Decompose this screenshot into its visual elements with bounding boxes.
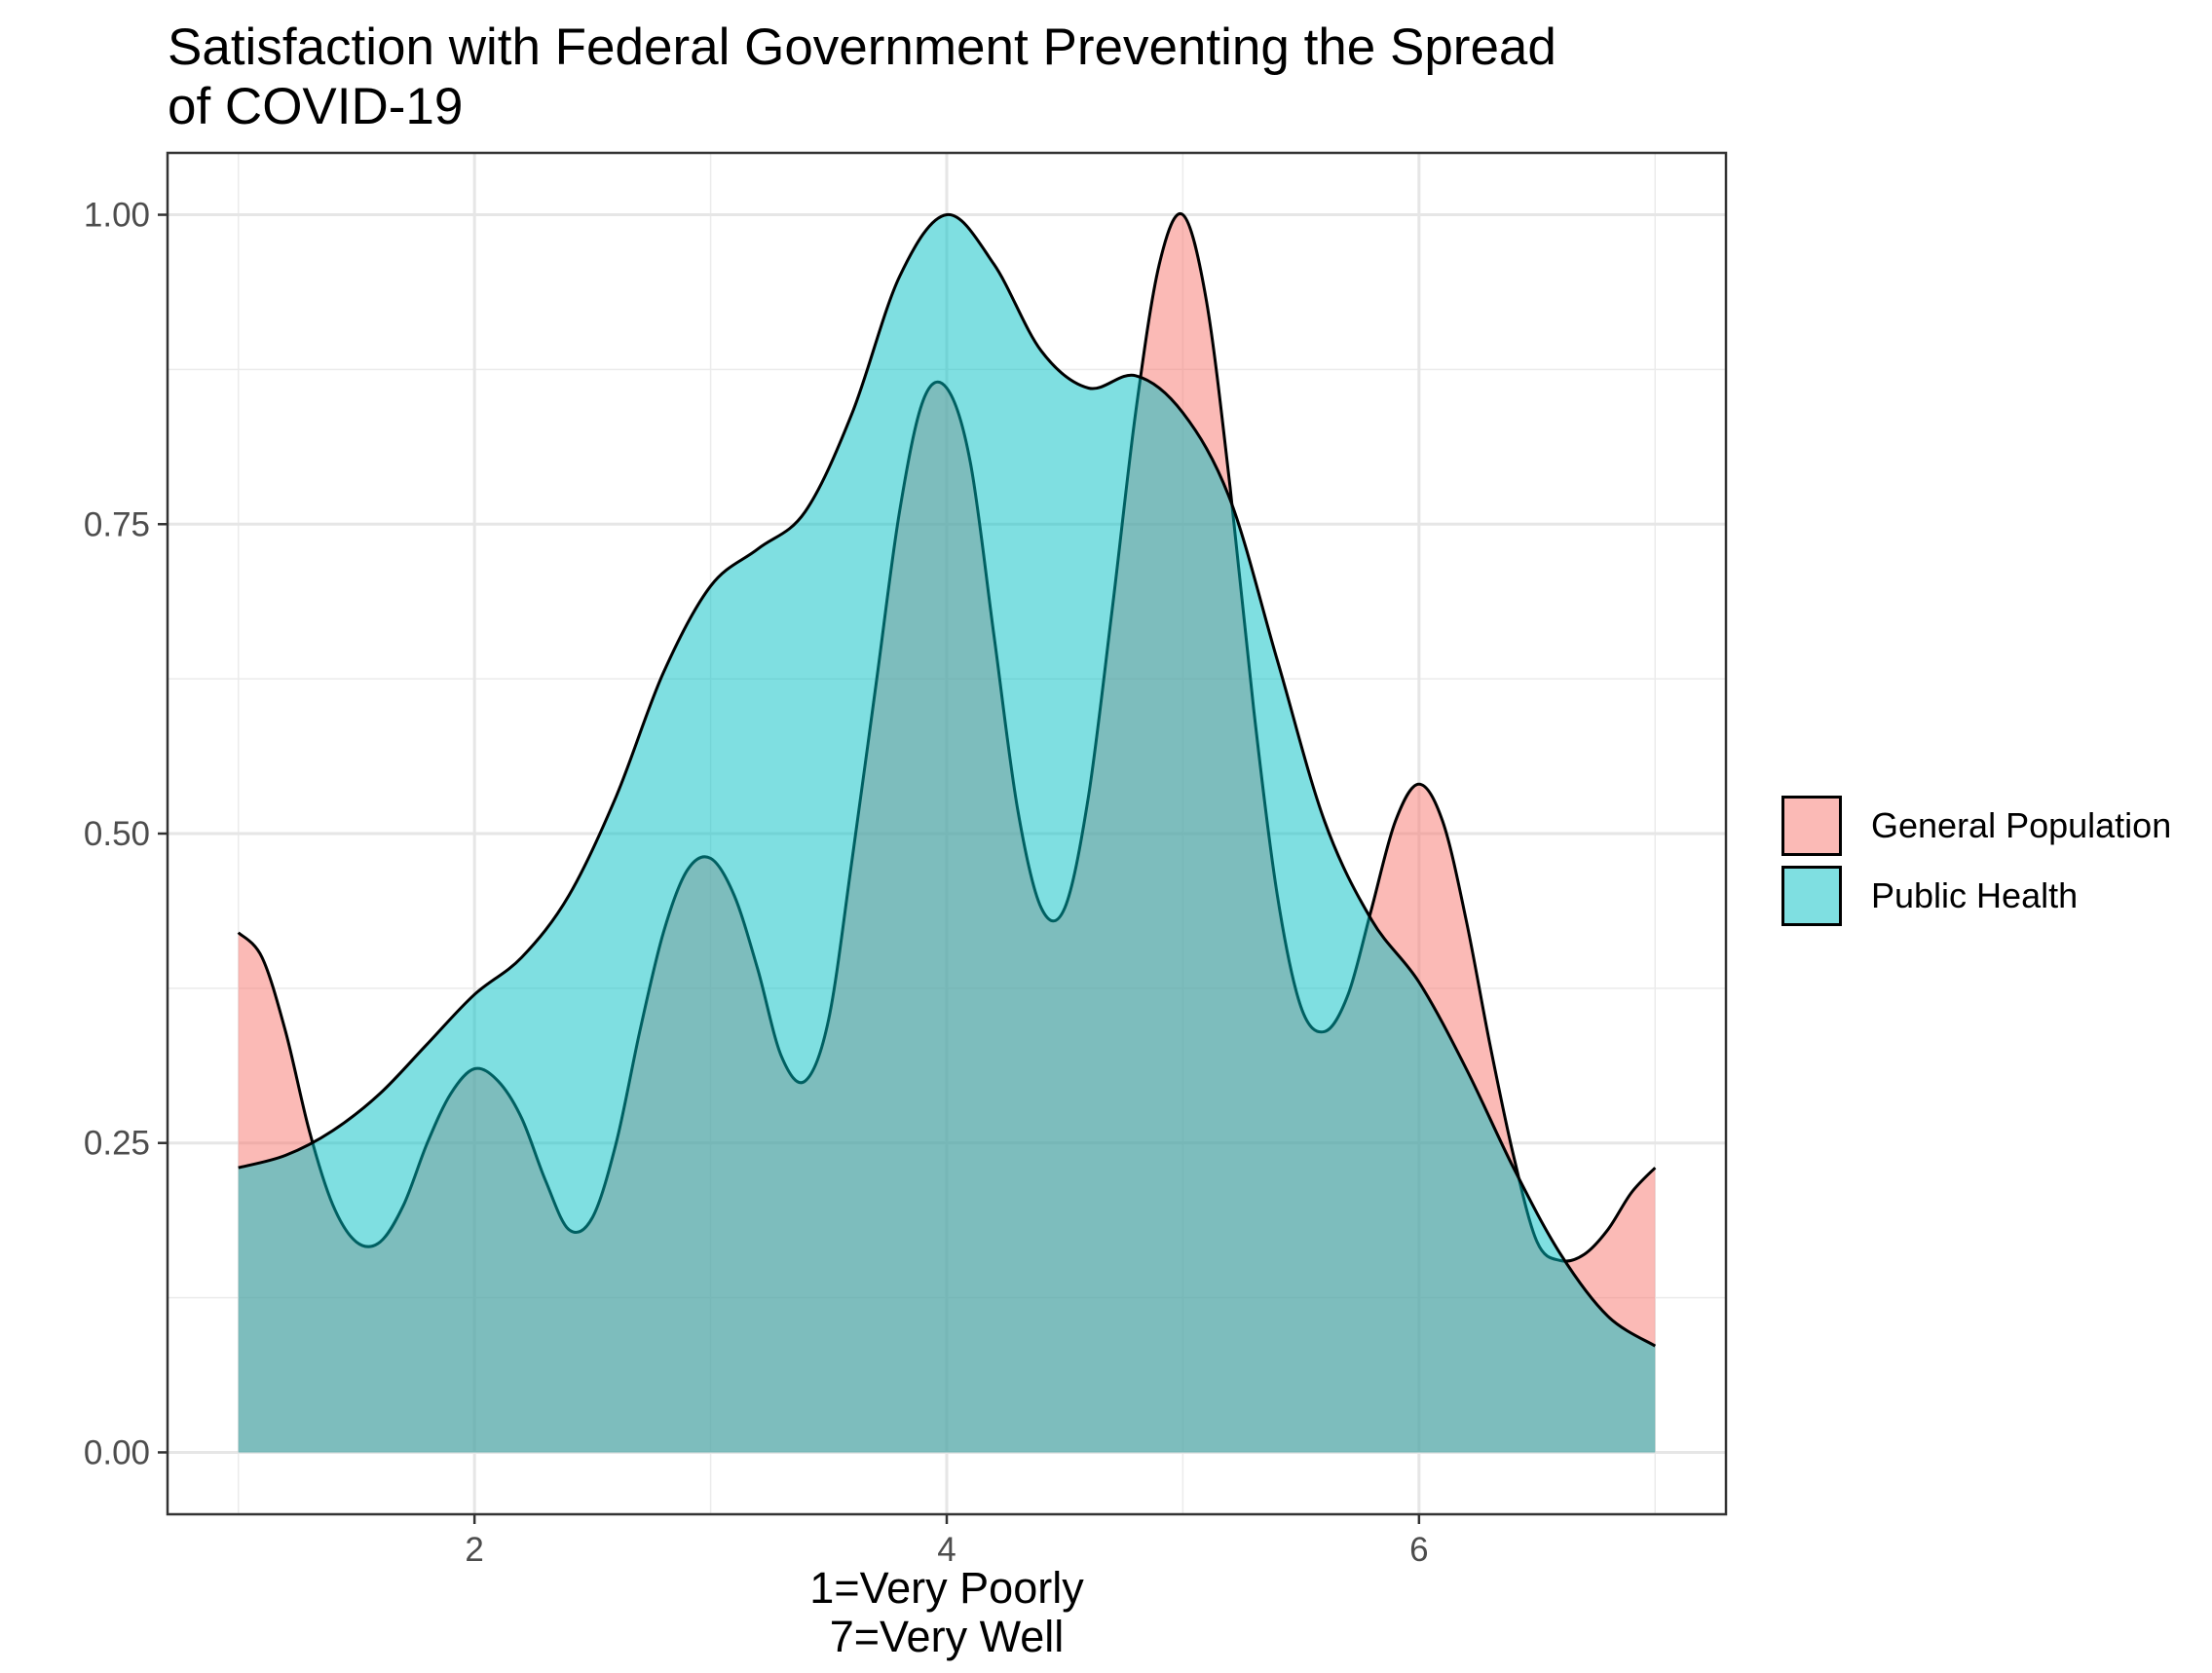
legend: General Population Public Health (1781, 791, 2171, 931)
x-tick-label: 4 (937, 1531, 956, 1569)
chart-title-line-1: Satisfaction with Federal Government Pre… (168, 19, 1556, 76)
y-tick-label: 1.00 (84, 197, 150, 235)
y-tick-label: 0.50 (84, 815, 150, 853)
legend-key-public-health (1781, 866, 1842, 926)
y-tick-label: 0.75 (84, 505, 150, 543)
legend-label-general-population: General Population (1871, 805, 2172, 845)
x-tick-label: 6 (1409, 1531, 1428, 1569)
line-public-health (238, 212, 1657, 1348)
y-tick-label: 0.25 (84, 1125, 150, 1163)
x-axis-label-line-1: 1=Very Poorly (809, 1563, 1084, 1613)
x-tick-label: 2 (465, 1531, 483, 1569)
legend-label-public-health: Public Health (1871, 875, 2079, 915)
legend-item-general-population: General Population (1781, 791, 2171, 861)
area-public-health (238, 214, 1656, 1453)
legend-key-general-population (1781, 796, 1842, 856)
y-tick-label: 0.00 (84, 1433, 150, 1471)
legend-item-public-health: Public Health (1781, 861, 2171, 931)
x-axis-label-line-2: 7=Very Well (829, 1612, 1065, 1661)
chart-title-line-2: of COVID-19 (168, 78, 464, 135)
